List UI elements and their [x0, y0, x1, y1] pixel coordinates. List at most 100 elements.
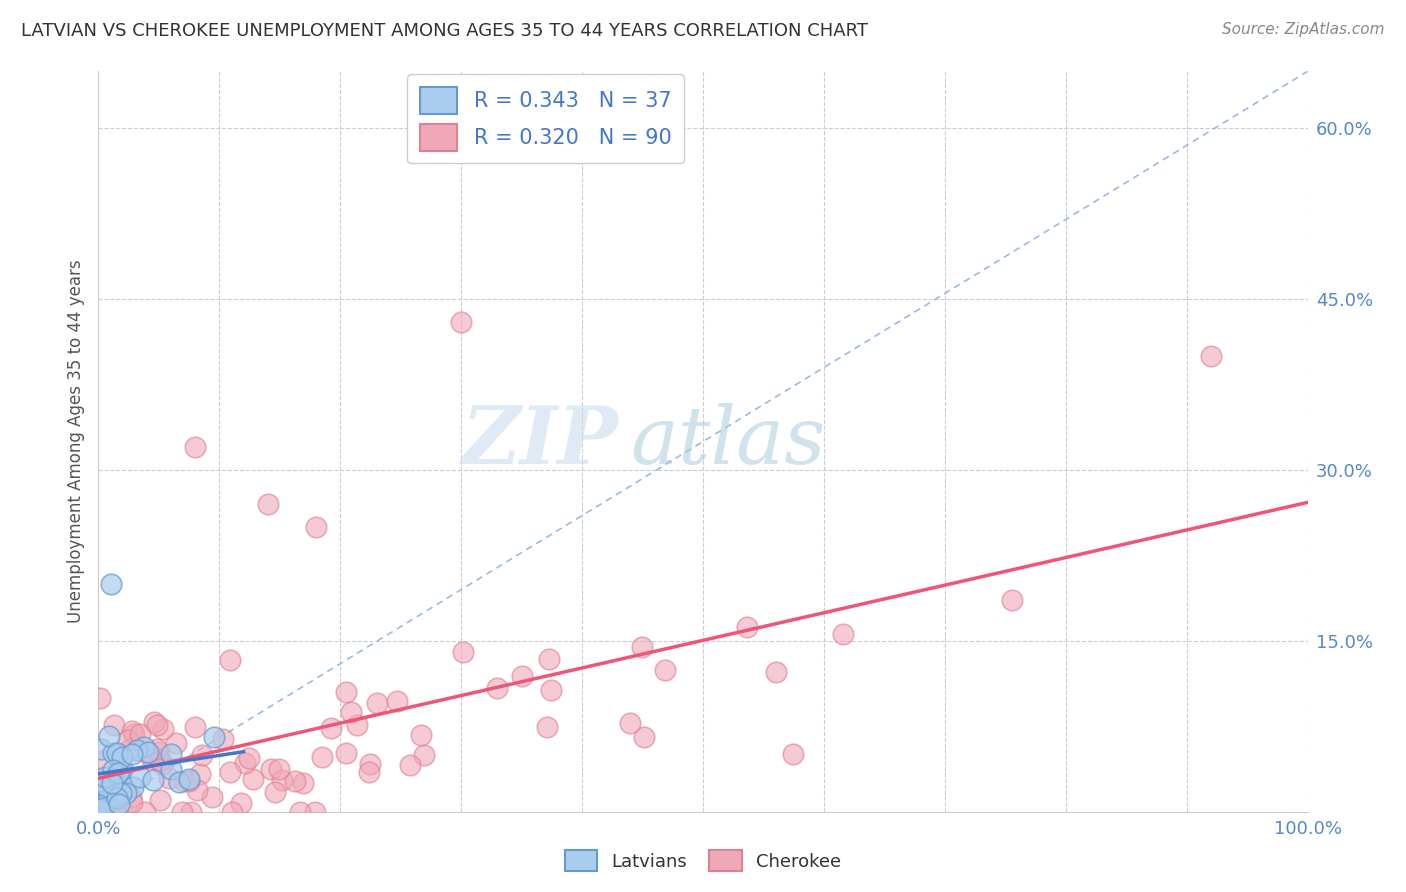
Point — [305, 520, 328, 534]
Point — [142, 772, 165, 787]
Point — [177, 772, 200, 787]
Point — [242, 772, 264, 787]
Point — [335, 685, 357, 699]
Point — [319, 721, 342, 735]
Point — [121, 795, 143, 809]
Point — [117, 732, 139, 747]
Point — [165, 735, 187, 749]
Point — [150, 756, 173, 771]
Point — [110, 753, 132, 767]
Point — [177, 774, 200, 789]
Point — [134, 805, 156, 819]
Point — [97, 729, 120, 743]
Point — [765, 665, 787, 679]
Point — [111, 762, 134, 776]
Point — [359, 757, 381, 772]
Point — [97, 783, 120, 797]
Point — [510, 669, 533, 683]
Point — [540, 683, 562, 698]
Text: atlas: atlas — [630, 403, 825, 480]
Point — [136, 745, 159, 759]
Point — [87, 805, 110, 819]
Point — [339, 705, 361, 719]
Point — [127, 743, 149, 757]
Y-axis label: Unemployment Among Ages 35 to 44 years: Unemployment Among Ages 35 to 44 years — [66, 260, 84, 624]
Point — [398, 758, 420, 772]
Point — [100, 801, 122, 815]
Point — [184, 720, 207, 734]
Point — [121, 747, 143, 761]
Point — [101, 746, 124, 760]
Point — [270, 772, 292, 787]
Point — [122, 727, 145, 741]
Point — [120, 789, 142, 804]
Point — [412, 747, 434, 762]
Point — [735, 620, 758, 634]
Point — [409, 728, 432, 742]
Point — [101, 776, 124, 790]
Point — [221, 805, 243, 819]
Point — [450, 315, 472, 329]
Point — [180, 805, 202, 819]
Point — [89, 774, 111, 789]
Point — [107, 791, 129, 805]
Point — [200, 789, 222, 804]
Point — [654, 663, 676, 677]
Point — [129, 770, 152, 784]
Point — [172, 805, 194, 819]
Point — [1199, 349, 1222, 363]
Point — [120, 742, 142, 756]
Point — [94, 753, 117, 767]
Point — [101, 783, 124, 797]
Point — [229, 796, 252, 810]
Point — [619, 715, 641, 730]
Point — [157, 771, 180, 785]
Point — [385, 694, 408, 708]
Point — [108, 779, 131, 793]
Point — [188, 766, 211, 780]
Legend: Latvians, Cherokee: Latvians, Cherokee — [558, 843, 848, 879]
Point — [103, 718, 125, 732]
Point — [148, 745, 170, 759]
Point — [105, 747, 128, 761]
Point — [359, 764, 381, 779]
Point — [121, 780, 143, 794]
Point — [96, 779, 118, 793]
Point — [110, 786, 132, 800]
Point — [782, 747, 804, 761]
Point — [218, 765, 240, 780]
Point — [94, 797, 117, 811]
Point — [173, 774, 195, 789]
Point — [485, 681, 508, 695]
Point — [1000, 592, 1022, 607]
Point — [191, 748, 214, 763]
Point — [290, 805, 312, 819]
Point — [202, 731, 225, 745]
Point — [143, 715, 166, 730]
Point — [284, 773, 307, 788]
Point — [311, 750, 333, 764]
Text: LATVIAN VS CHEROKEE UNEMPLOYMENT AMONG AGES 35 TO 44 YEARS CORRELATION CHART: LATVIAN VS CHEROKEE UNEMPLOYMENT AMONG A… — [21, 22, 868, 40]
Point — [146, 718, 169, 732]
Point — [134, 739, 156, 754]
Point — [267, 762, 290, 776]
Point — [186, 783, 208, 797]
Point — [108, 797, 131, 811]
Point — [233, 756, 256, 771]
Point — [129, 727, 152, 741]
Point — [169, 774, 191, 789]
Point — [149, 793, 172, 807]
Point — [107, 765, 129, 780]
Point — [141, 751, 163, 765]
Point — [96, 805, 118, 819]
Point — [91, 800, 114, 814]
Point — [89, 802, 111, 816]
Point — [104, 789, 127, 803]
Point — [160, 747, 183, 761]
Point — [291, 776, 314, 790]
Point — [152, 722, 174, 736]
Text: ZIP: ZIP — [461, 403, 619, 480]
Point — [335, 746, 357, 760]
Legend: R = 0.343   N = 37, R = 0.320   N = 90: R = 0.343 N = 37, R = 0.320 N = 90 — [408, 74, 685, 163]
Point — [100, 577, 122, 591]
